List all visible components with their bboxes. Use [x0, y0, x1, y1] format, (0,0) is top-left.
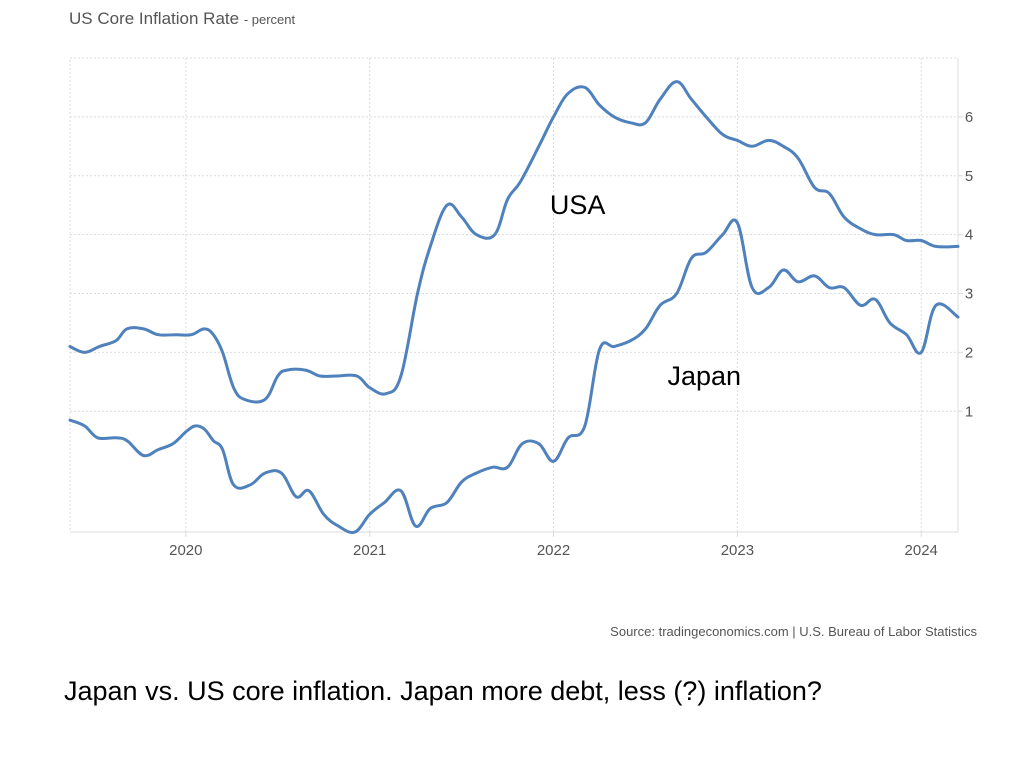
caption-text: Japan vs. US core inflation. Japan more …	[64, 676, 822, 706]
chart-labels: 1 2 3 4 5 6 2020 2021 2022 2023 2024 USA Japan	[169, 109, 973, 559]
plot-frame	[69, 57, 959, 533]
x-tick-label: 2022	[537, 542, 570, 559]
y-tick-label: 6	[965, 109, 973, 126]
x-tick-label: 2024	[905, 542, 938, 559]
series-line-usa	[68, 80, 960, 404]
source-note: Source: tradingeconomics.com | U.S. Bure…	[610, 624, 977, 639]
chart-title: US Core Inflation Rate - percent	[69, 9, 295, 29]
x-tick-label: 2023	[721, 542, 754, 559]
x-tick-label: 2021	[353, 542, 386, 559]
y-tick-label: 5	[965, 168, 973, 185]
x-tick-label: 2020	[169, 542, 202, 559]
annotation-usa: USA	[550, 190, 606, 220]
chart-title-text: US Core Inflation Rate	[69, 9, 240, 28]
chart-grid	[69, 57, 963, 537]
chart-series	[68, 80, 960, 534]
y-tick-label: 4	[965, 227, 973, 244]
chart-title-unit: - percent	[243, 12, 296, 27]
series-line-japan	[68, 218, 960, 534]
y-tick-label: 1	[965, 403, 973, 420]
y-tick-label: 3	[965, 286, 973, 303]
y-tick-label: 2	[965, 344, 973, 361]
annotation-japan: Japan	[668, 361, 742, 391]
